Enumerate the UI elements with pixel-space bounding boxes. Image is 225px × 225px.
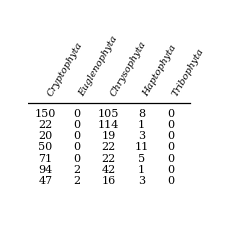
Text: 0: 0 <box>168 142 175 152</box>
Text: 20: 20 <box>38 131 53 141</box>
Text: Euglenophyta: Euglenophyta <box>77 34 119 98</box>
Text: 19: 19 <box>101 131 115 141</box>
Text: 50: 50 <box>38 142 53 152</box>
Text: 0: 0 <box>168 165 175 175</box>
Text: 105: 105 <box>98 109 119 119</box>
Text: Tribophyta: Tribophyta <box>171 47 206 98</box>
Text: 114: 114 <box>98 120 119 130</box>
Text: 0: 0 <box>168 131 175 141</box>
Text: 22: 22 <box>101 142 115 152</box>
Text: 0: 0 <box>168 120 175 130</box>
Text: 3: 3 <box>138 176 145 186</box>
Text: 8: 8 <box>138 109 145 119</box>
Text: 0: 0 <box>73 109 81 119</box>
Text: 0: 0 <box>73 142 81 152</box>
Text: 11: 11 <box>134 142 148 152</box>
Text: 1: 1 <box>138 120 145 130</box>
Text: 2: 2 <box>73 176 81 186</box>
Text: 0: 0 <box>73 131 81 141</box>
Text: 5: 5 <box>138 154 145 164</box>
Text: 150: 150 <box>35 109 56 119</box>
Text: Chrysophyta: Chrysophyta <box>108 39 147 98</box>
Text: 0: 0 <box>73 120 81 130</box>
Text: 94: 94 <box>38 165 53 175</box>
Text: 0: 0 <box>73 154 81 164</box>
Text: 16: 16 <box>101 176 115 186</box>
Text: 0: 0 <box>168 176 175 186</box>
Text: 71: 71 <box>38 154 53 164</box>
Text: 1: 1 <box>138 165 145 175</box>
Text: 3: 3 <box>138 131 145 141</box>
Text: 2: 2 <box>73 165 81 175</box>
Text: 42: 42 <box>101 165 115 175</box>
Text: 22: 22 <box>38 120 53 130</box>
Text: 0: 0 <box>168 154 175 164</box>
Text: 47: 47 <box>38 176 53 186</box>
Text: Haptophyta: Haptophyta <box>142 43 178 98</box>
Text: Cryptophyta: Cryptophyta <box>45 40 84 98</box>
Text: 0: 0 <box>168 109 175 119</box>
Text: 22: 22 <box>101 154 115 164</box>
